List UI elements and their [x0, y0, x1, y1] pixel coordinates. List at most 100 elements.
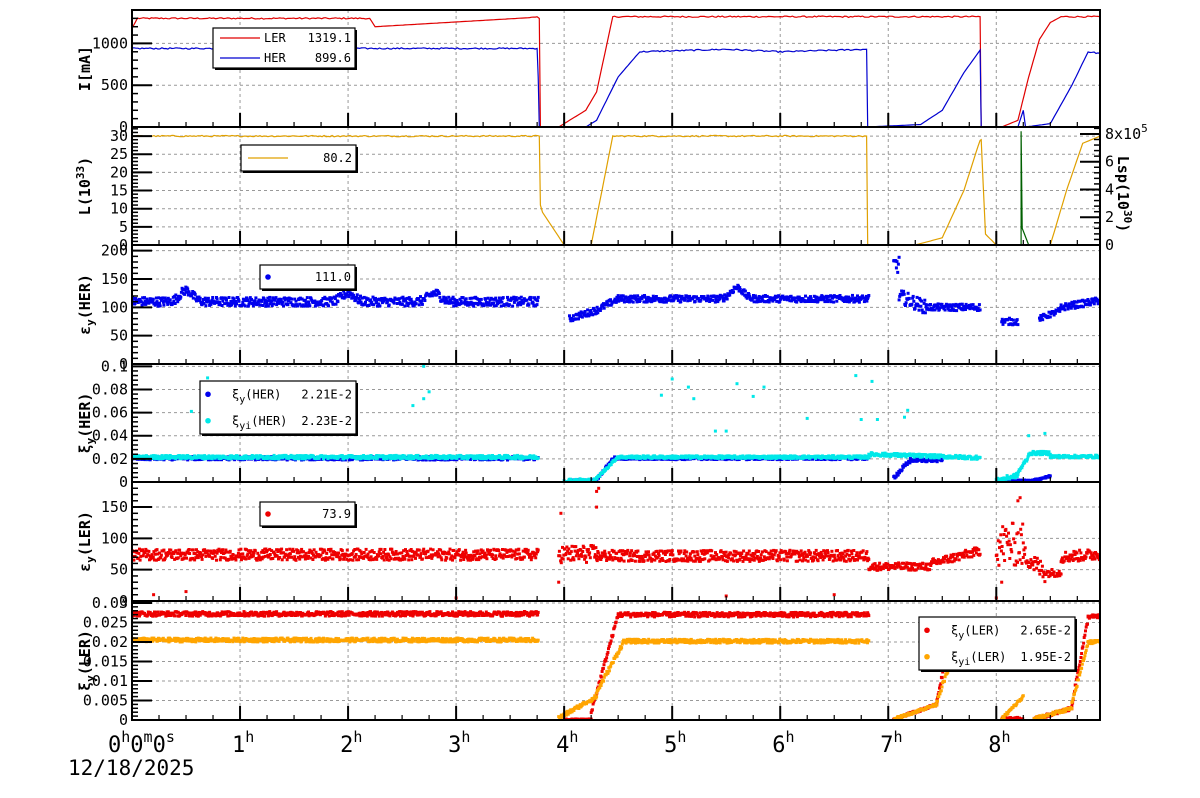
panel-4: 00.020.040.060.080.1ξy(HER) ξy(HER) 2.21E-… [76, 357, 1101, 491]
legend-marker-swatch [205, 391, 211, 398]
panel-frame [131, 481, 1101, 602]
outlier-marker [1018, 496, 1022, 500]
y-axis-title: εy(LER) [76, 511, 97, 572]
x-tick-label: 8h [988, 728, 1010, 758]
legend-label: LER [264, 31, 286, 45]
outlier-marker [762, 385, 766, 389]
y-axis-title: I[mA] [76, 46, 94, 91]
y-tick-label: 0.015 [83, 652, 128, 670]
outlier-marker [427, 390, 431, 394]
y-axis-title: εy(HER) [76, 274, 97, 335]
legend-value: 1319.1 [308, 31, 351, 45]
legend-box [918, 616, 1076, 671]
data-layer [132, 131, 1100, 245]
outlier-marker [805, 416, 809, 420]
outlier-marker [659, 393, 663, 397]
panel-2: 051015202530L(1033)02468x105Lsp(1030)80.… [74, 122, 1148, 254]
outlier-marker [735, 382, 739, 386]
y-tick-label: 0.02 [92, 633, 128, 651]
outlier-marker [411, 404, 415, 408]
y-tick-label: 0.02 [92, 450, 128, 468]
legend-value: 1.95E-2 [1020, 650, 1071, 664]
y-axis-title: ξy(HER) [76, 393, 97, 454]
y2-tick-label: 4 [1105, 180, 1114, 198]
outlier-marker [1027, 434, 1031, 438]
y-tick-label: 0 [119, 711, 128, 729]
legend-value: 73.9 [322, 507, 351, 521]
legend-marker-swatch [924, 653, 930, 660]
outlier-marker [903, 415, 906, 419]
outlier-marker [832, 593, 836, 597]
y-tick-label: 50 [110, 561, 128, 579]
outlier-marker [152, 593, 156, 597]
outlier-marker [422, 364, 426, 368]
outlier-marker [557, 580, 561, 584]
outlier-marker [713, 429, 717, 433]
legend-box [259, 501, 356, 527]
series-lsp [1020, 131, 1030, 245]
outlier-marker [686, 385, 690, 389]
legend-box [199, 380, 357, 435]
y-tick-label: 100 [101, 529, 128, 547]
outlier-marker [559, 511, 563, 515]
legend: 111.0 [259, 264, 357, 291]
legend: ξy(HER) 2.21E-2 ξyi(HER) 2.23E-2 [199, 380, 358, 436]
outlier-marker [875, 418, 879, 421]
x-tick-label: 4h [556, 728, 578, 758]
legend-value: 2.65E-2 [1020, 623, 1071, 637]
outlier-marker [595, 505, 599, 509]
legend-value: 2.23E-2 [301, 414, 352, 428]
legend-label: ξyi(LER) [951, 650, 1006, 668]
y2-tick-label: 0 [1105, 236, 1114, 254]
outlier-marker [184, 590, 188, 594]
legend: LER 1319.1 HER 899.6 [212, 27, 357, 70]
outlier-marker [906, 408, 910, 412]
y-axis-title: ξy(LER) [76, 630, 97, 691]
data-layer [132, 486, 1100, 600]
outlier-marker [870, 379, 874, 383]
y-tick-label: 10 [110, 200, 128, 218]
y-tick-label: 5 [119, 218, 128, 236]
outlier-marker [189, 409, 193, 413]
y-tick-label: 0.03 [92, 594, 128, 612]
outlier-marker [1016, 499, 1020, 503]
y-tick-label: 1000 [92, 34, 128, 52]
x-tick-label: 1h [232, 728, 254, 758]
x-axis-labels: 0h0m0s 1h 2h 3h 4h 5h 6h 7h 8h [108, 728, 1011, 758]
y-tick-label: 0.04 [92, 427, 128, 445]
legend: ξy(LER) 2.65E-2 ξyi(LER) 1.95E-2 [918, 616, 1077, 672]
series-markers [132, 636, 1100, 720]
y-tick-label: 15 [110, 182, 128, 200]
y-tick-label: 0.005 [83, 691, 128, 709]
legend-value: 80.2 [323, 151, 352, 165]
legend-value: 2.21E-2 [301, 387, 352, 401]
y-tick-label: 0 [119, 592, 128, 610]
legend: 80.2 [240, 144, 358, 173]
outlier-marker [692, 397, 696, 401]
y-tick-label: 0 [119, 473, 128, 491]
y-tick-label: 0.025 [83, 613, 128, 631]
y2-tick-label: 8x105 [1105, 122, 1148, 143]
outlier-marker [595, 489, 599, 493]
y-tick-label: 0 [119, 355, 128, 373]
y-tick-label: 200 [101, 242, 128, 260]
outlier-marker [597, 486, 601, 490]
outlier-marker [1043, 431, 1047, 435]
y-tick-label: 25 [110, 145, 128, 163]
series-ler [132, 15, 1100, 127]
outlier-marker [724, 429, 728, 433]
y-tick-label: 50 [110, 327, 128, 345]
y-tick-label: 150 [101, 498, 128, 516]
legend-label: ξyi(HER) [232, 414, 287, 432]
x-tick-label: 3h [448, 728, 470, 758]
legend-label: ξy(LER) [951, 623, 1000, 641]
legend-marker-swatch [205, 417, 211, 424]
data-layer [132, 610, 1100, 720]
legend-box [259, 264, 356, 290]
legend-value: 899.6 [315, 51, 351, 65]
